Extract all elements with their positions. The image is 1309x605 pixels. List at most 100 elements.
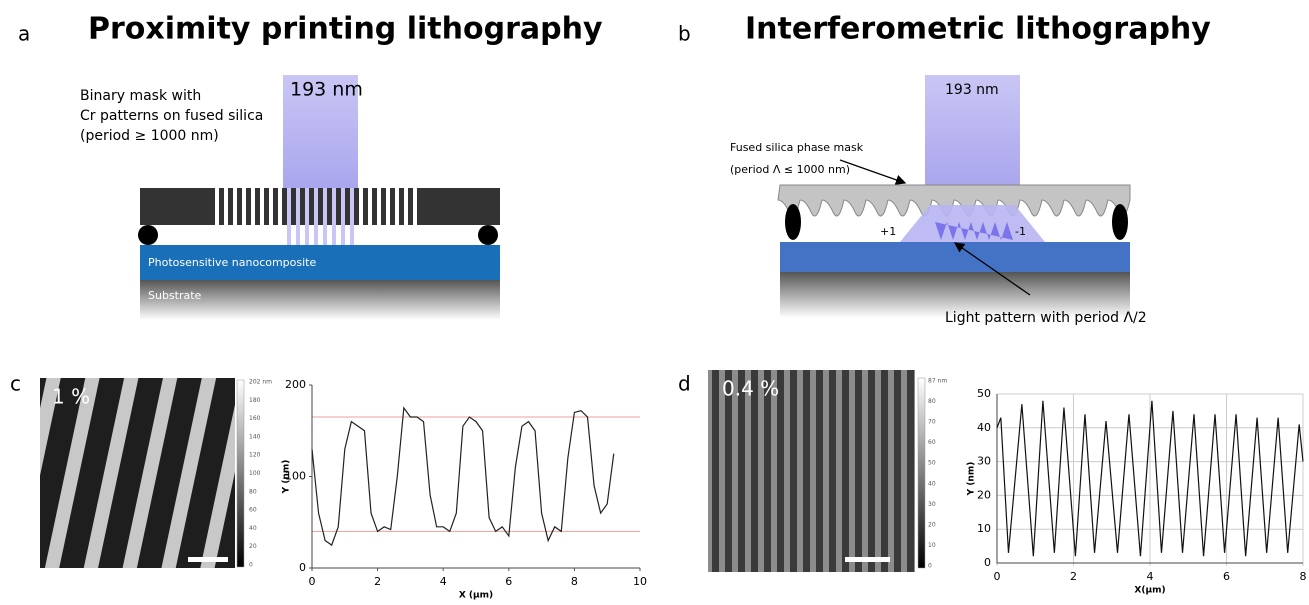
colorbar-label: 202 nm [249,379,272,386]
slit [350,188,354,225]
colorbar-label: 0 [249,562,253,569]
order-label: -1 [1015,225,1026,238]
scale-bar [845,557,890,562]
y-axis-label: Y (nm) [967,462,977,497]
slit [332,188,336,225]
colorbar-label: 160 [249,415,261,422]
scale-bar [188,557,228,562]
wavelength: 193 nm [290,79,363,101]
colorbar-label: 40 [249,525,257,532]
transmitted-beam [287,225,291,245]
transmitted-beam [350,225,354,245]
x-tick-label: 2 [1070,570,1077,583]
afm-image [40,378,235,568]
slit [377,188,381,225]
slit [224,188,228,225]
colorbar-label: 140 [249,433,261,440]
slit [242,188,246,225]
x-axis-label: X (µm) [459,591,493,601]
panel-letter: b [678,22,691,46]
substrate [140,280,500,320]
colorbar-label: 0 [928,563,932,570]
colorbar-label: 20 [928,521,936,528]
slit [233,188,237,225]
colorbar-label: 60 [928,439,936,446]
x-tick-label: 8 [1300,570,1307,583]
panel-title: Interferometric lithography [745,12,1211,47]
transmitted-beam [323,225,327,245]
y-tick-label: 0 [299,561,306,574]
x-tick-label: 0 [994,570,1001,583]
y-tick-label: 20 [977,488,991,501]
slit [395,188,399,225]
slit [296,188,300,225]
slit [341,188,345,225]
data-line [996,400,1304,557]
y-tick-label: 40 [977,421,991,434]
slit [215,188,219,225]
colorbar-label: 20 [249,543,257,550]
phase-mask [777,184,1131,217]
slit [323,188,327,225]
transmitted-beam [341,225,345,245]
mask-grating [215,188,417,245]
substrate [780,272,1130,318]
y-tick-label: 10 [977,522,991,535]
slit [269,188,273,225]
colorbar-label: 180 [249,397,261,404]
concentration: 1 % [52,385,90,409]
pattern-label: Light pattern with period Λ/2 [945,310,1147,326]
y-tick-label: 30 [977,455,991,468]
x-tick-label: 0 [309,575,316,588]
mask-label: Binary mask with [80,88,201,104]
colorbar-label: 40 [928,480,936,487]
x-tick-label: 6 [505,575,512,588]
colorbar-label: 80 [249,488,257,495]
y-axis-label: Y (nm) [282,460,292,495]
uv-beam [283,75,358,188]
colorbar-label: 70 [928,419,936,426]
binary-mask [140,188,500,225]
concentration: 0.4 % [722,377,779,401]
arrow [839,159,907,185]
y-tick-label: 200 [285,378,306,391]
spacer [138,225,158,245]
x-tick-label: 4 [440,575,447,588]
wavelength: 193 nm [945,82,999,98]
arrow [953,242,1031,296]
spacer [785,204,801,240]
mask-label: Cr patterns on fused silica [80,108,263,124]
x-axis-label: X(µm) [1134,586,1165,596]
y-tick-label: 0 [984,556,991,569]
data-line [311,406,615,547]
slit [359,188,363,225]
mask-label: Fused silica phase mask [730,141,864,154]
photosensitive-layer [780,242,1130,272]
transmitted-beam [332,225,336,245]
colorbar-label: 30 [928,501,936,508]
slit [260,188,264,225]
panel-letter: c [10,372,21,396]
colorbar-label: 120 [249,452,261,459]
mask-label: (period Λ ≤ 1000 nm) [730,163,850,176]
colorbar-label: 10 [928,542,936,549]
axes [311,385,640,569]
uv-beam [925,75,1020,185]
slit [287,188,291,225]
spacer [1112,204,1128,240]
x-tick-label: 10 [633,575,647,588]
x-tick-label: 8 [571,575,578,588]
colorbar-label: 87 nm [928,378,947,385]
transmitted-beam [314,225,318,245]
interference-pattern [935,222,1013,240]
slit [413,188,417,225]
colorbar-label: 60 [249,507,257,514]
x-tick-label: 4 [1147,570,1154,583]
slit [305,188,309,225]
axes [996,394,1303,564]
panel-letter: d [678,372,691,396]
transmitted-beam [305,225,309,245]
spacer [478,225,498,245]
slit [314,188,318,225]
